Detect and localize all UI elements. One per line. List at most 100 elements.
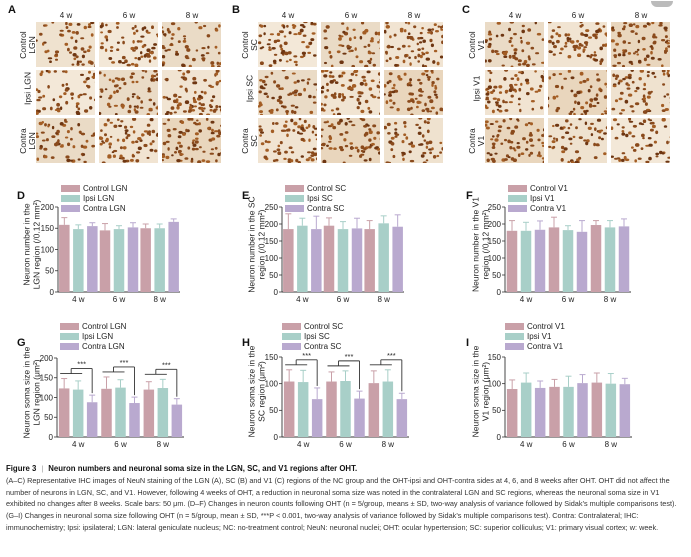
panel-letter-b: B <box>232 4 240 16</box>
nucleus-mark <box>302 34 307 37</box>
nucleus-mark <box>621 132 626 136</box>
legend-item: Ipsi SC <box>285 193 346 203</box>
y-axis-label: Neuron soma size in the LGN region (μm²) <box>21 346 42 438</box>
nucleus-mark <box>503 77 507 81</box>
nucleus-mark <box>148 132 151 136</box>
nucleus-mark <box>289 58 292 62</box>
nucleus-mark <box>627 75 632 80</box>
nucleus-mark <box>259 134 262 137</box>
nucleus-mark <box>340 148 344 152</box>
nucleus-mark <box>614 136 619 140</box>
nucleus-mark <box>343 138 347 142</box>
nucleus-mark <box>430 31 433 35</box>
nucleus-mark <box>315 157 317 161</box>
nucleus-mark <box>310 154 315 157</box>
nucleus-mark <box>421 72 426 76</box>
nucleus-mark <box>189 103 192 107</box>
nucleus-mark <box>593 142 596 147</box>
nucleus-mark <box>507 139 511 144</box>
nucleus-mark <box>600 129 604 132</box>
nucleus-mark <box>286 24 289 28</box>
nucleus-mark <box>99 88 104 91</box>
nucleus-mark <box>277 151 282 155</box>
nucleus-mark <box>611 126 614 130</box>
nucleus-mark <box>600 113 604 115</box>
nucleus-mark <box>620 158 625 162</box>
nucleus-mark <box>200 54 205 57</box>
nucleus-mark <box>541 157 544 160</box>
nucleus-mark <box>377 72 380 76</box>
nucleus-mark <box>281 70 286 72</box>
nucleus-mark <box>59 106 63 110</box>
nucleus-mark <box>131 80 135 84</box>
nucleus-mark <box>516 145 521 149</box>
nucleus-mark <box>409 36 414 40</box>
nucleus-mark <box>368 110 373 114</box>
nucleus-mark <box>495 120 499 123</box>
nucleus-mark <box>280 51 284 55</box>
nucleus-mark <box>573 93 578 98</box>
nucleus-mark <box>580 44 584 47</box>
ihc-image <box>611 70 670 115</box>
nucleus-mark <box>45 138 49 142</box>
column-label: 6 w <box>344 11 358 20</box>
nucleus-mark <box>520 39 523 44</box>
nucleus-mark <box>268 48 272 51</box>
nucleus-mark <box>167 134 172 138</box>
nucleus-mark <box>603 95 607 99</box>
nucleus-mark <box>491 142 496 146</box>
nucleus-mark <box>279 44 283 48</box>
nucleus-mark <box>118 60 122 64</box>
nucleus-mark <box>394 63 398 67</box>
nucleus-mark <box>652 33 656 36</box>
nucleus-mark <box>385 59 389 63</box>
caption-text: (A–C) Representative IHC images of NeuN … <box>6 475 677 532</box>
legend-label: Control LGN <box>82 321 127 331</box>
nucleus-mark <box>661 109 666 112</box>
nucleus-mark <box>64 88 69 92</box>
panel-letter-g: G <box>17 337 26 349</box>
nucleus-mark <box>91 144 95 148</box>
nucleus-mark <box>395 56 400 59</box>
nucleus-mark <box>439 55 443 59</box>
ihc-image <box>36 70 95 115</box>
y-axis-label: Neuron number in the SC region (/0.12 mm… <box>246 195 267 293</box>
nucleus-mark <box>403 133 407 136</box>
nucleus-mark <box>374 146 378 150</box>
nucleus-mark <box>432 155 437 159</box>
nucleus-mark <box>211 64 215 67</box>
nucleus-mark <box>338 34 341 37</box>
nucleus-mark <box>604 32 607 36</box>
nucleus-mark <box>388 93 392 97</box>
nucleus-mark <box>328 136 333 141</box>
nucleus-mark <box>213 108 218 111</box>
bar <box>154 228 165 292</box>
nucleus-mark <box>184 157 189 160</box>
nucleus-mark <box>290 159 294 163</box>
bar <box>171 404 183 437</box>
nucleus-mark <box>342 30 346 34</box>
nucleus-mark <box>258 90 262 94</box>
nucleus-mark <box>108 57 113 60</box>
nucleus-mark <box>324 95 328 99</box>
nucleus-mark <box>486 152 490 155</box>
nucleus-mark <box>614 77 618 80</box>
nucleus-mark <box>596 118 602 122</box>
nucleus-mark <box>329 71 333 74</box>
ihc-image <box>99 22 158 67</box>
nucleus-mark <box>286 133 289 138</box>
nucleus-mark <box>394 121 398 125</box>
nucleus-mark <box>384 29 387 34</box>
nucleus-mark <box>489 123 494 125</box>
nucleus-mark <box>626 87 631 90</box>
nucleus-mark <box>617 53 622 57</box>
nucleus-mark <box>346 118 350 120</box>
nucleus-mark <box>123 82 127 86</box>
ihc-image <box>258 118 317 163</box>
nucleus-mark <box>643 97 646 101</box>
nucleus-mark <box>65 100 69 105</box>
nucleus-mark <box>377 40 380 44</box>
nucleus-mark <box>621 130 625 133</box>
significance-label: *** <box>162 360 171 369</box>
nucleus-mark <box>90 22 95 25</box>
